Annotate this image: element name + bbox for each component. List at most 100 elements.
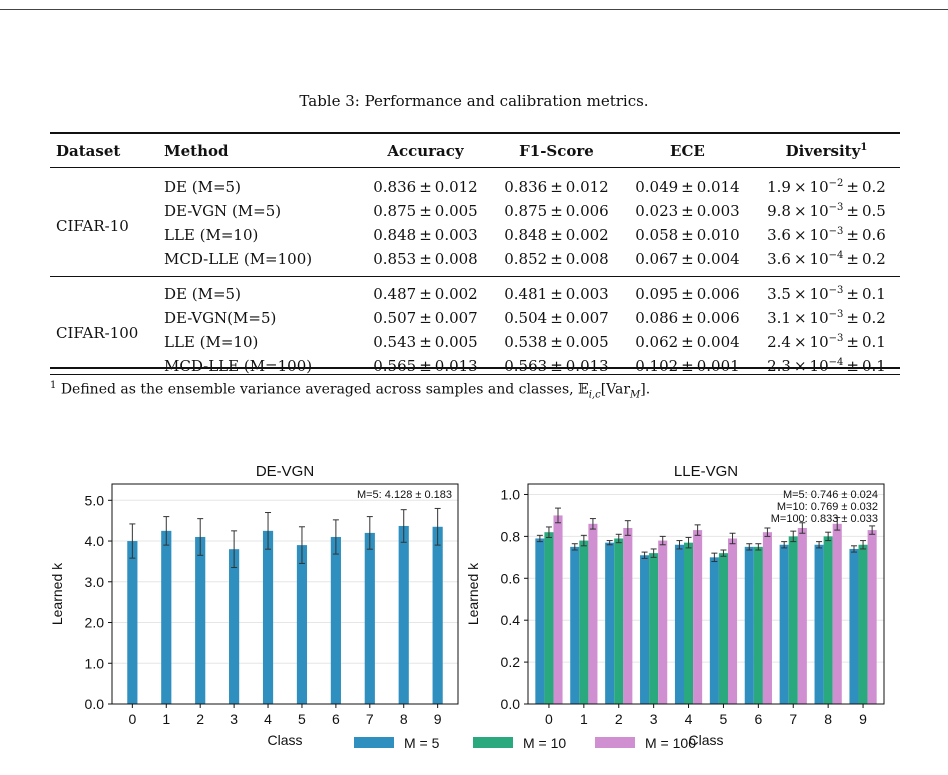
y-tick-label: 5.0 <box>85 492 105 508</box>
x-tick-label: 1 <box>162 711 170 727</box>
plus-minus: ± <box>550 309 563 327</box>
acc-sd: 0.013 <box>434 357 478 375</box>
accuracy-cell: 0.565 ±0.013 <box>360 354 491 383</box>
div-mantissa: 3.1 <box>767 309 791 327</box>
ece-value: 0.049 <box>635 178 679 196</box>
accuracy-cell: 0.853 ±0.008 <box>360 247 491 277</box>
f1-sd: 0.008 <box>565 250 609 268</box>
table-footnote: 1 Defined as the ensemble variance avera… <box>50 380 650 400</box>
bar <box>229 549 240 704</box>
div-sd: 0.1 <box>861 333 886 351</box>
legend-swatch <box>354 737 394 748</box>
bar <box>674 544 685 704</box>
bar <box>535 538 545 704</box>
plus-minus: ± <box>419 285 432 303</box>
bar <box>570 546 580 704</box>
table-row: CIFAR-100 DE (M=5) 0.487 ±0.002 0.481 ±0.003 0… <box>50 277 900 342</box>
x-tick-label: 0 <box>128 711 136 727</box>
bar <box>579 540 589 704</box>
f1-cell: 0.836 ±0.012 <box>491 168 622 200</box>
diversity-cell: 3.1 × 10−3 ±0.2 <box>753 306 900 330</box>
x-axis-label: Class <box>688 732 723 748</box>
times-sign: × <box>793 285 807 303</box>
acc-value: 0.507 <box>373 309 417 327</box>
accuracy-cell: 0.836 ±0.012 <box>360 168 491 200</box>
div-mantissa: 9.8 <box>767 202 791 220</box>
div-mantissa: 3.6 <box>767 226 791 244</box>
times-sign: × <box>793 226 807 244</box>
plus-minus: ± <box>550 250 563 268</box>
chart-title: DE-VGN <box>256 463 314 480</box>
f1-sd: 0.002 <box>565 226 609 244</box>
plus-minus: ± <box>419 357 432 375</box>
plus-minus: ± <box>681 285 694 303</box>
f1-cell: 0.481 ±0.003 <box>491 277 622 307</box>
div-sd: 0.1 <box>861 357 886 375</box>
diversity-cell: 2.4 × 10−3 ±0.1 <box>753 330 900 354</box>
plus-minus: ± <box>419 226 432 244</box>
y-tick-label: 1.0 <box>501 486 521 502</box>
diversity-cell: 2.3 × 10−4 ±0.1 <box>753 354 900 383</box>
bar <box>614 538 624 704</box>
footnote-sub: i,c <box>588 389 601 401</box>
plot-frame <box>111 483 459 705</box>
acc-sd: 0.012 <box>434 178 478 196</box>
dataset-cell: CIFAR-10 <box>56 216 129 235</box>
y-tick-label: 0.2 <box>501 654 521 670</box>
plus-minus: ± <box>681 333 694 351</box>
bar <box>753 546 763 704</box>
acc-value: 0.565 <box>373 357 417 375</box>
dataset-cell: CIFAR-100 <box>56 323 139 342</box>
header-diversity: Diversity <box>785 142 861 160</box>
group-cifar100: CIFAR-100 DE (M=5) 0.487 ±0.002 0.481 ±0.003 0… <box>50 277 900 384</box>
f1-value: 0.563 <box>504 357 548 375</box>
method-cell: DE (M=5) <box>158 168 360 200</box>
plus-minus: ± <box>846 285 859 303</box>
f1-cell: 0.563 ±0.013 <box>491 354 622 383</box>
times-sign: × <box>793 333 807 351</box>
ece-cell: 0.058 ±0.010 <box>622 223 753 247</box>
times-sign: × <box>793 202 807 220</box>
bar <box>432 526 443 704</box>
bar <box>788 536 798 704</box>
bar <box>195 536 206 704</box>
f1-sd: 0.012 <box>565 178 609 196</box>
diversity-cell: 9.8 × 10−3 ±0.5 <box>753 199 900 223</box>
ece-cell: 0.102 ±0.001 <box>622 354 753 383</box>
f1-cell: 0.538 ±0.005 <box>491 330 622 354</box>
ece-sd: 0.003 <box>696 202 740 220</box>
acc-value: 0.848 <box>373 226 417 244</box>
method-cell: MCD-LLE (M=100) <box>158 354 360 383</box>
ece-sd: 0.006 <box>696 309 740 327</box>
ece-cell: 0.062 ±0.004 <box>622 330 753 354</box>
footnote-sub2: M <box>630 389 641 401</box>
legend-swatch <box>595 737 635 748</box>
div-sd: 0.2 <box>861 250 886 268</box>
accuracy-cell: 0.487 ±0.002 <box>360 277 491 307</box>
ece-value: 0.102 <box>635 357 679 375</box>
acc-sd: 0.005 <box>434 333 478 351</box>
method-label: DE-VGN(M=5) <box>164 309 277 327</box>
legend-label: M = 10 <box>523 735 566 751</box>
f1-value: 0.538 <box>504 333 548 351</box>
y-tick-label: 0.4 <box>501 612 521 628</box>
x-tick-label: 3 <box>230 711 238 727</box>
ece-cell: 0.067 ±0.004 <box>622 247 753 277</box>
times-sign: × <box>793 250 807 268</box>
acc-value: 0.487 <box>373 285 417 303</box>
ece-cell: 0.086 ±0.006 <box>622 306 753 330</box>
f1-value: 0.504 <box>504 309 548 327</box>
f1-value: 0.481 <box>504 285 548 303</box>
header-f1: F1-Score <box>519 142 594 160</box>
bar <box>330 536 341 704</box>
y-tick-label: 0.6 <box>501 570 521 586</box>
times-sign: × <box>793 178 807 196</box>
y-tick-label: 0.0 <box>501 696 521 712</box>
div-exponent: −3 <box>828 333 844 344</box>
diversity-cell: 3.5 × 10−3 ±0.1 <box>753 277 900 307</box>
table-header-row: Dataset Method Accuracy F1-Score ECE Div… <box>50 133 900 168</box>
table-row: DE-VGN (M=5) 0.875 ±0.005 0.875 ±0.006 0.023 ±… <box>50 199 900 223</box>
x-tick-label: 4 <box>685 711 693 727</box>
bar <box>161 530 172 704</box>
times-sign: × <box>793 309 807 327</box>
